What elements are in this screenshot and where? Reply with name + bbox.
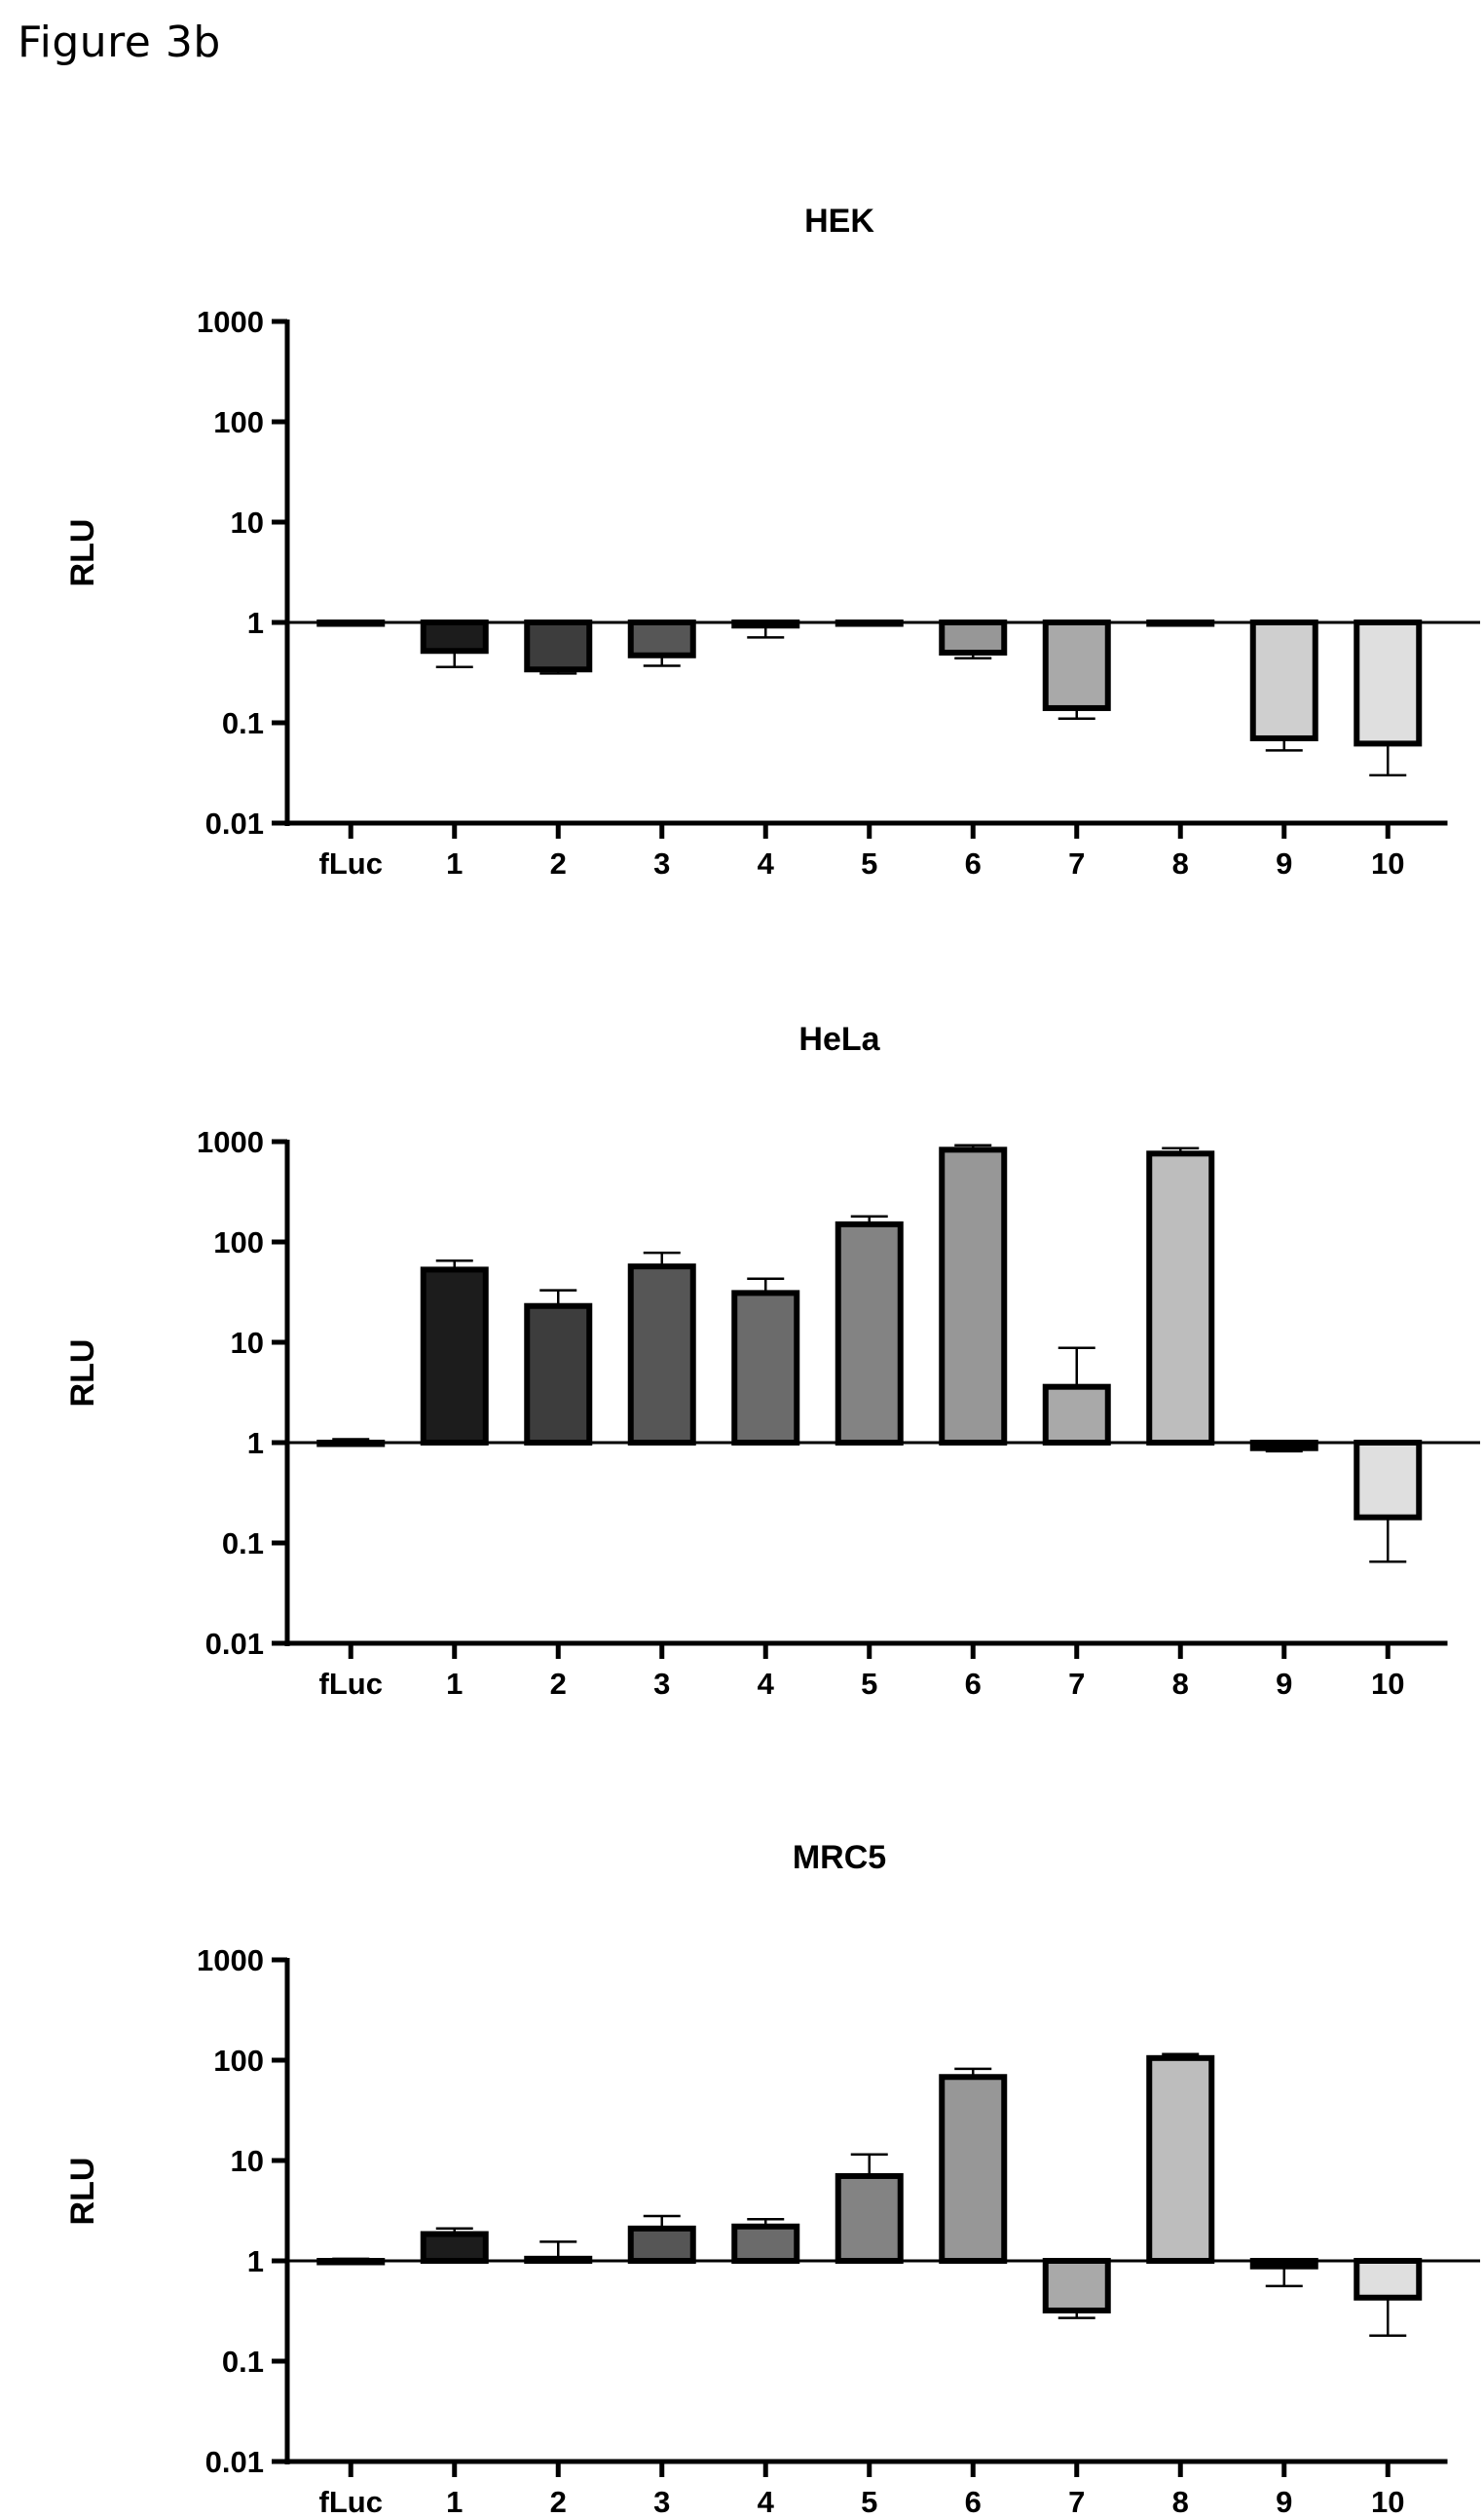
bar	[1146, 620, 1215, 627]
x-tick-label: fLuc	[319, 1667, 383, 1701]
x-tick-label: 7	[1068, 1667, 1085, 1701]
bar	[420, 1266, 489, 1446]
bar	[1249, 1440, 1318, 1451]
bar	[627, 1263, 696, 1446]
y-tick-label: 10	[231, 2144, 264, 2178]
x-tick-label: 10	[1371, 846, 1404, 881]
x-tick-label: 7	[1068, 2485, 1085, 2518]
bar	[316, 620, 386, 627]
bar	[1146, 2054, 1215, 2264]
x-tick-label: 8	[1172, 846, 1189, 881]
bar	[524, 2255, 593, 2264]
x-tick-label: 10	[1371, 1667, 1404, 1701]
bar	[524, 620, 593, 673]
bar	[835, 620, 904, 627]
y-tick-label: 0.1	[222, 2345, 264, 2379]
y-tick-label: 100	[213, 1225, 264, 1259]
x-tick-label: 5	[861, 2485, 877, 2518]
bar	[731, 1290, 800, 1447]
bar	[1042, 620, 1111, 711]
figure-title: Figure 3b	[18, 18, 221, 67]
bar	[939, 2074, 1008, 2264]
y-tick-label: 1	[247, 2244, 264, 2278]
y-tick-label: 0.01	[205, 1627, 264, 1661]
y-tick-label: 10	[231, 506, 264, 540]
x-tick-label: 8	[1172, 1667, 1189, 1701]
y-tick-label: 1000	[197, 305, 264, 339]
x-tick-label: 9	[1276, 2485, 1292, 2518]
bar	[1042, 2258, 1111, 2313]
y-axis-label: RLU	[64, 1339, 101, 1408]
bar	[420, 2231, 489, 2264]
x-tick-label: 5	[861, 1667, 877, 1701]
chart-title: MRC5	[793, 1839, 886, 1876]
x-tick-label: 4	[758, 2485, 775, 2518]
y-tick-label: 0.01	[205, 2445, 264, 2479]
x-tick-label: 2	[550, 846, 567, 881]
x-tick-label: 3	[653, 846, 670, 881]
x-tick-label: 6	[965, 2485, 982, 2518]
x-tick-label: 1	[446, 1667, 463, 1701]
x-tick-label: 8	[1172, 2485, 1189, 2518]
y-axis-label: RLU	[64, 519, 101, 587]
x-tick-label: 3	[653, 1667, 670, 1701]
y-tick-label: 100	[213, 2044, 264, 2078]
y-tick-label: 10	[231, 1326, 264, 1360]
bar	[524, 1302, 593, 1447]
bar	[1249, 620, 1318, 741]
bar	[627, 2225, 696, 2265]
y-tick-label: 1	[247, 606, 264, 640]
bar	[835, 1221, 904, 1446]
x-tick-label: 2	[550, 1667, 567, 1701]
chart-title: HeLa	[798, 1021, 880, 1058]
y-tick-label: 1000	[197, 1943, 264, 1977]
y-tick-label: 0.01	[205, 807, 264, 841]
bar	[627, 620, 696, 658]
y-tick-label: 0.1	[222, 706, 264, 740]
bar	[316, 2258, 386, 2266]
x-tick-label: 1	[446, 2485, 463, 2518]
x-tick-label: 2	[550, 2485, 567, 2518]
bar	[1249, 2258, 1318, 2270]
x-tick-label: 9	[1276, 1667, 1292, 1701]
x-tick-label: 6	[965, 846, 982, 881]
bar	[1354, 2258, 1423, 2301]
bar	[420, 620, 489, 655]
x-tick-label: 1	[446, 846, 463, 881]
chart-title: HEK	[804, 203, 874, 240]
bar	[731, 2223, 800, 2265]
x-tick-label: fLuc	[319, 846, 383, 881]
bar	[316, 1440, 386, 1447]
y-tick-label: 100	[213, 405, 264, 439]
x-tick-label: 5	[861, 846, 877, 881]
bar	[1354, 620, 1423, 747]
y-axis-label: RLU	[64, 2158, 101, 2226]
x-tick-label: 6	[965, 1667, 982, 1701]
x-tick-label: 7	[1068, 846, 1085, 881]
bar	[731, 620, 800, 629]
bar	[939, 620, 1008, 657]
x-tick-label: 4	[758, 846, 775, 881]
y-tick-label: 0.1	[222, 1526, 264, 1560]
bar	[1354, 1440, 1423, 1521]
x-tick-label: 4	[758, 1667, 775, 1701]
bar	[939, 1146, 1008, 1446]
bar	[1042, 1383, 1111, 1446]
x-tick-label: 10	[1371, 2485, 1404, 2518]
bar	[835, 2172, 904, 2264]
y-tick-label: 1	[247, 1426, 264, 1460]
x-tick-label: 3	[653, 2485, 670, 2518]
x-tick-label: 9	[1276, 846, 1292, 881]
y-tick-label: 1000	[197, 1125, 264, 1159]
x-tick-label: fLuc	[319, 2485, 383, 2518]
bar	[1146, 1150, 1215, 1447]
